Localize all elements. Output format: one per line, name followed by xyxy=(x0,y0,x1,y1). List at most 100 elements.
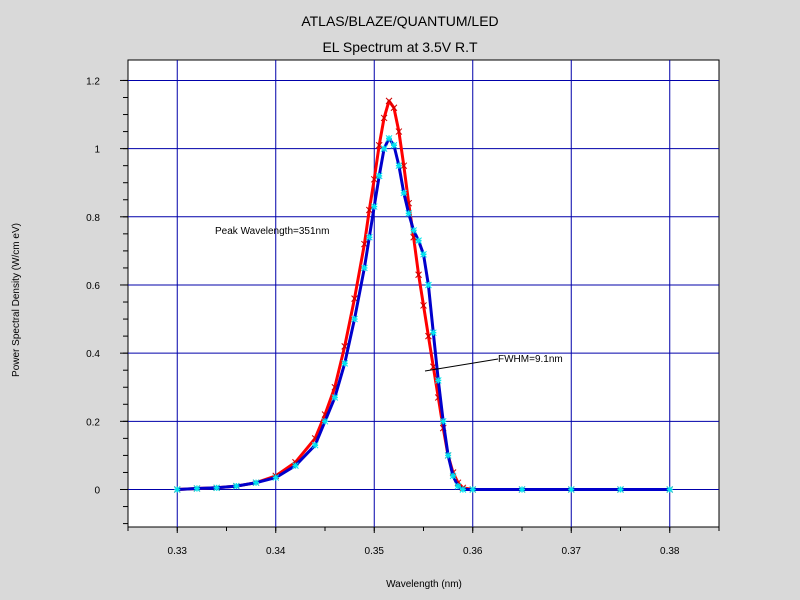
series-2-marker xyxy=(666,486,674,493)
series-2-line xyxy=(177,136,670,491)
y-tick-label: 0 xyxy=(94,486,100,497)
series-2-marker xyxy=(361,264,368,272)
series-2-marker xyxy=(405,210,413,217)
marker-stroke xyxy=(454,482,462,490)
plot-area xyxy=(127,59,720,528)
marker-stroke xyxy=(666,486,674,493)
series-2-marker xyxy=(410,227,418,234)
marker-stroke xyxy=(351,295,358,302)
series-2-marker xyxy=(341,360,349,367)
series-1-marker xyxy=(375,141,383,149)
series-2-marker xyxy=(395,162,403,170)
axis-ticks xyxy=(120,79,720,533)
series-2-marker xyxy=(351,315,358,323)
marker-stroke xyxy=(415,237,422,245)
y-tick-label: 1 xyxy=(94,145,100,156)
series-2-marker xyxy=(420,250,427,258)
marker-stroke xyxy=(370,203,378,210)
marker-stroke xyxy=(385,97,393,105)
series-layer xyxy=(173,97,674,493)
marker-stroke xyxy=(469,486,477,493)
series-2-marker xyxy=(400,189,408,197)
marker-stroke xyxy=(400,162,408,170)
series-1-marker xyxy=(365,206,373,214)
series-2-marker xyxy=(292,462,299,469)
marker-stroke xyxy=(341,360,349,367)
marker-stroke xyxy=(617,486,624,493)
marker-stroke xyxy=(410,227,418,234)
series-2-marker xyxy=(380,145,388,152)
series-2-marker xyxy=(370,203,378,210)
series-2-marker xyxy=(469,486,477,493)
marker-stroke xyxy=(459,486,467,493)
x-axis-label: Wavelength (nm) xyxy=(386,579,462,590)
marker-stroke xyxy=(425,281,432,289)
series-2-marker xyxy=(567,486,575,493)
marker-stroke xyxy=(361,240,368,248)
marker-stroke xyxy=(365,233,373,241)
series-2-marker xyxy=(454,482,462,490)
series-1-marker xyxy=(395,128,403,135)
x-tick-label: 0.33 xyxy=(168,546,188,557)
series-2-marker xyxy=(321,417,329,425)
y-tick-label: 0.4 xyxy=(86,349,100,360)
x-tick-label: 0.35 xyxy=(365,546,385,557)
marker-stroke xyxy=(380,145,388,152)
series-2-marker xyxy=(434,377,442,384)
marker-stroke xyxy=(395,162,403,170)
y-axis-label: Power Spectral Density (W/cm eV) xyxy=(11,223,22,377)
x-tick-label: 0.37 xyxy=(562,546,582,557)
x-tick-label: 0.34 xyxy=(266,546,286,557)
marker-stroke xyxy=(341,342,349,350)
series-2-marker xyxy=(193,485,201,492)
marker-stroke xyxy=(331,394,339,401)
y-tick-label: 0.8 xyxy=(86,213,100,224)
marker-stroke xyxy=(390,104,398,112)
series-2-marker xyxy=(518,486,526,493)
series-1-marker xyxy=(425,332,432,340)
marker-stroke xyxy=(420,250,427,258)
series-1-marker xyxy=(385,97,393,105)
marker-stroke xyxy=(420,302,427,309)
marker-stroke xyxy=(415,271,422,279)
grid xyxy=(128,60,719,527)
marker-stroke xyxy=(351,315,358,323)
series-2-marker xyxy=(331,394,339,401)
series-1-marker xyxy=(370,175,378,183)
fwhm-pointer-line xyxy=(424,358,499,372)
marker-stroke xyxy=(370,175,378,183)
marker-stroke xyxy=(375,172,383,180)
x-tick-labels: 0.33 0.34 0.35 0.36 0.37 0.38 xyxy=(168,546,680,557)
series-2-marker xyxy=(390,141,398,149)
series-2-marker xyxy=(173,486,181,493)
series-2-marker xyxy=(385,135,393,142)
marker-stroke xyxy=(321,417,329,425)
series-2-marker xyxy=(444,452,452,459)
marker-stroke xyxy=(361,264,368,272)
marker-stroke xyxy=(390,141,398,149)
marker-stroke xyxy=(292,462,299,469)
marker-stroke xyxy=(272,474,280,481)
marker-stroke xyxy=(395,128,403,135)
x-tick-label: 0.38 xyxy=(660,546,680,557)
fwhm-annotation: FWHM=9.1nm xyxy=(498,354,563,365)
marker-stroke xyxy=(425,332,432,340)
marker-stroke xyxy=(252,479,260,487)
marker-stroke xyxy=(380,114,388,122)
y-tick-labels: 0 0.2 0.4 0.6 0.8 1 1.2 xyxy=(86,76,100,496)
series-2-marker xyxy=(232,482,240,490)
marker-stroke xyxy=(518,486,526,493)
marker-stroke xyxy=(449,472,457,480)
series-2-marker xyxy=(429,329,437,337)
y-tick-label: 0.2 xyxy=(86,417,100,428)
chart-subtitle: EL Spectrum at 3.5V R.T xyxy=(322,39,478,55)
marker-stroke xyxy=(311,441,319,449)
series-2-marker xyxy=(375,172,383,180)
series-1-marker xyxy=(380,114,388,122)
marker-stroke xyxy=(232,482,240,490)
series-1-marker xyxy=(390,104,398,112)
marker-stroke xyxy=(444,452,452,459)
marker-stroke xyxy=(434,377,442,384)
series-2-marker xyxy=(213,484,221,492)
